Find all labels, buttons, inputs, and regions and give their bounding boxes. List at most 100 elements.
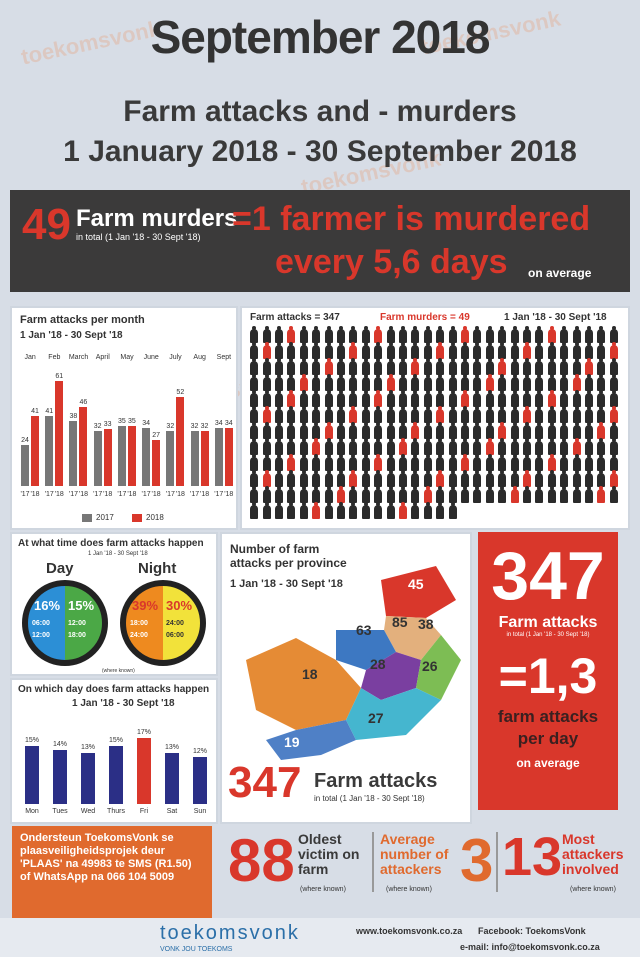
attack-person-icon	[473, 342, 482, 359]
bar-2017-Feb	[45, 415, 54, 486]
attack-person-icon	[274, 502, 283, 519]
province-value-limpopo: 45	[408, 576, 424, 592]
attack-person-icon	[411, 502, 420, 519]
attack-person-icon	[411, 374, 420, 391]
month-label: Sept	[216, 354, 232, 361]
attack-person-icon	[448, 326, 457, 343]
attack-person-icon	[460, 422, 469, 439]
night-share-a: 39%	[132, 598, 159, 613]
attack-person-icon	[411, 470, 420, 487]
year-label: '18	[199, 491, 210, 498]
attack-person-icon	[423, 454, 432, 471]
attack-person-icon	[485, 422, 494, 439]
attack-person-icon	[560, 342, 569, 359]
year-label: '17	[93, 491, 103, 498]
attack-person-icon	[374, 374, 383, 391]
legend-swatch-2018	[132, 514, 142, 522]
attack-person-icon	[287, 406, 296, 423]
attack-person-icon	[448, 502, 457, 519]
attack-person-icon	[374, 486, 383, 503]
most-attackers-number: 13	[502, 827, 563, 887]
attack-person-icon	[361, 454, 370, 471]
facebook-link[interactable]: Facebook: ToekomsVonk	[478, 926, 586, 936]
weekday-day-label: Wed	[80, 808, 96, 815]
murder-person-icon	[386, 374, 395, 391]
murder-person-icon	[572, 438, 581, 455]
time-panel: At what time does farm attacks happen 1 …	[10, 532, 218, 676]
night-time-3: 24:00	[130, 632, 148, 639]
attack-person-icon	[324, 486, 333, 503]
attack-person-icon	[572, 454, 581, 471]
murder-person-icon	[522, 342, 531, 359]
attack-person-icon	[361, 406, 370, 423]
website-link[interactable]: www.toekomsvonk.co.za	[356, 926, 463, 936]
attack-person-icon	[262, 358, 271, 375]
murder-person-icon	[547, 454, 556, 471]
attack-person-icon	[547, 486, 556, 503]
attack-person-icon	[584, 374, 593, 391]
year-label: '17	[68, 491, 78, 498]
attack-person-icon	[522, 438, 531, 455]
attack-person-icon	[299, 422, 308, 439]
bar-value-label: 41	[45, 407, 54, 415]
attack-person-icon	[423, 406, 432, 423]
attack-person-icon	[460, 374, 469, 391]
attack-person-icon	[361, 502, 370, 519]
attack-person-icon	[312, 358, 321, 375]
legend-swatch-2017	[82, 514, 92, 522]
attack-person-icon	[460, 486, 469, 503]
murder-person-icon	[436, 470, 445, 487]
month-label: Feb	[48, 354, 61, 361]
attack-person-icon	[250, 502, 259, 519]
murder-person-icon	[349, 470, 358, 487]
day-clock: 16% 15% 06:00 12:00 12:00 18:00	[22, 580, 108, 666]
bar-2018-July	[176, 396, 185, 486]
email-link[interactable]: e-mail: info@toekomsvonk.co.za	[460, 942, 600, 952]
murder-person-icon	[460, 326, 469, 343]
province-total: 347	[228, 758, 302, 807]
attack-person-icon	[349, 358, 358, 375]
murder-note: in total (1 Jan '18 - 30 Sept '18)	[76, 232, 201, 242]
attack-person-icon	[398, 470, 407, 487]
attack-person-icon	[560, 470, 569, 487]
attack-person-icon	[386, 326, 395, 343]
attack-person-icon	[597, 454, 606, 471]
attack-person-icon	[349, 390, 358, 407]
murder-person-icon	[597, 422, 606, 439]
attack-person-icon	[250, 342, 259, 359]
attack-person-icon	[609, 326, 618, 343]
year-label: '17	[189, 491, 200, 498]
attack-person-icon	[510, 374, 519, 391]
attack-person-icon	[386, 406, 395, 423]
province-value-westerncape: 19	[284, 734, 300, 750]
attack-person-icon	[361, 326, 370, 343]
murder-person-icon	[460, 454, 469, 471]
attack-person-icon	[448, 374, 457, 391]
attack-person-icon	[560, 486, 569, 503]
attack-person-icon	[448, 470, 457, 487]
time-title: At what time does farm attacks happen	[18, 538, 204, 549]
attack-person-icon	[423, 358, 432, 375]
attack-person-icon	[336, 374, 345, 391]
murder-person-icon	[398, 438, 407, 455]
attack-person-icon	[460, 470, 469, 487]
time-period: 1 Jan '18 - 30 Sept '18	[88, 551, 148, 557]
attack-person-icon	[597, 342, 606, 359]
year-label: '17	[165, 491, 175, 498]
legend-2018: 2018	[146, 513, 164, 522]
attack-person-icon	[436, 502, 445, 519]
attack-person-icon	[510, 326, 519, 343]
attack-person-icon	[324, 454, 333, 471]
bar-value-label: 27	[152, 431, 160, 439]
weekday-bars: 15% 14% 13% 15% 17% 13% 12%	[18, 724, 214, 804]
attack-person-icon	[498, 486, 507, 503]
monthly-chart-period: 1 Jan '18 - 30 Sept '18	[20, 330, 123, 341]
attack-person-icon	[436, 358, 445, 375]
night-clock: 39% 30% 18:00 24:00 24:00 06:00	[120, 580, 206, 666]
attack-person-icon	[287, 470, 296, 487]
attack-person-icon	[312, 390, 321, 407]
murder-person-icon	[609, 406, 618, 423]
weekday-value-label: 15%	[108, 736, 123, 744]
attack-person-icon	[535, 406, 544, 423]
attack-person-icon	[473, 374, 482, 391]
